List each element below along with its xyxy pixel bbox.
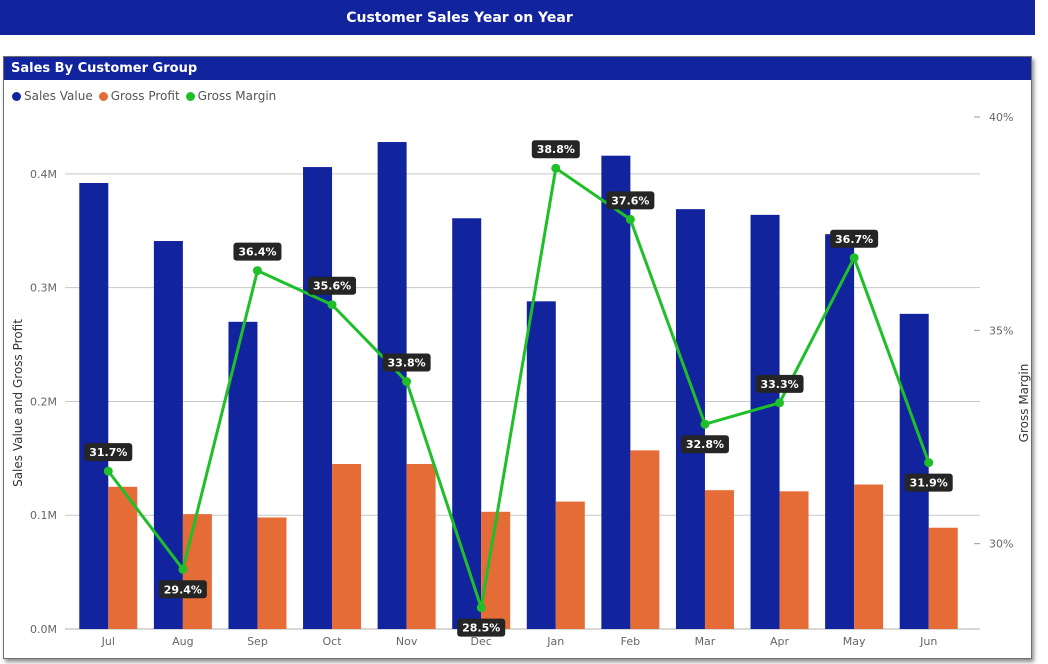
point-gross-margin-jun[interactable] (924, 458, 934, 468)
legend-marker-gross-profit (98, 91, 108, 101)
bar-gross-profit-jul[interactable] (108, 486, 138, 629)
point-gross-margin-apr[interactable] (775, 398, 785, 408)
x-axis-tick-label: Apr (770, 635, 790, 648)
point-gross-margin-oct[interactable] (327, 300, 337, 310)
bar-sales-value-jun[interactable] (899, 313, 929, 629)
data-label-gross-margin: 31.7% (89, 446, 127, 459)
data-label-bg-gross-margin (904, 473, 953, 492)
data-label-bg-gross-margin (531, 140, 580, 159)
x-axis-tick-label: Nov (396, 635, 418, 648)
bar-sales-value-may[interactable] (825, 234, 855, 630)
legend-label-sales-value: Sales Value (24, 89, 93, 103)
x-axis-tick-label: Sep (247, 635, 268, 648)
bar-gross-profit-aug[interactable] (182, 514, 212, 629)
data-label-bg-gross-margin (158, 580, 207, 599)
data-label-bg-gross-margin (680, 435, 729, 454)
bar-gross-profit-jun[interactable] (928, 527, 958, 629)
bar-sales-value-oct[interactable] (303, 167, 333, 629)
y2-axis-tick-label: 40% (989, 111, 1013, 124)
y2-axis-tick-label: 35% (989, 324, 1013, 337)
data-label-gross-margin: 36.7% (835, 233, 873, 246)
data-label-bg-gross-margin (84, 443, 133, 462)
data-label-bg-gross-margin (830, 229, 879, 248)
report-title-banner: Customer Sales Year on Year (0, 0, 1035, 35)
data-label-gross-margin: 31.9% (910, 477, 948, 490)
bar-gross-profit-sep[interactable] (257, 517, 287, 629)
data-label-bg-gross-margin (382, 353, 431, 372)
data-label-gross-margin: 29.4% (164, 583, 202, 596)
point-gross-margin-sep[interactable] (252, 266, 262, 276)
data-label-gross-margin: 33.8% (388, 357, 426, 370)
bar-gross-profit-mar[interactable] (704, 490, 734, 629)
bar-sales-value-nov[interactable] (377, 142, 407, 629)
y-axis-tick-label: 0.3M (30, 282, 57, 295)
x-axis-tick-label: Jan (546, 635, 564, 648)
legend-marker-sales-value (12, 91, 21, 101)
bar-sales-value-mar[interactable] (675, 209, 705, 629)
data-label-gross-margin: 37.6% (611, 194, 649, 207)
combo-chart: 0.0M 0.1M 0.2M 0.3M 0.4M 30% 35% 40% Sales Value… (11, 111, 1031, 648)
x-axis-tick-label: Dec (471, 635, 492, 648)
x-axis-tick-label: May (843, 635, 866, 648)
chart-panel: Sales By Customer Group Sales Value Gros… (3, 56, 1032, 659)
bar-gross-profit-oct[interactable] (332, 464, 362, 629)
y-axis-tick-label: 0.4M (30, 168, 57, 181)
legend-label-gross-profit: Gross Profit (110, 89, 180, 103)
data-label-bg-gross-margin (308, 276, 357, 295)
point-gross-margin-aug[interactable] (178, 564, 188, 574)
x-axis-tick-label: Aug (172, 635, 193, 648)
data-label-gross-margin: 33.3% (760, 378, 798, 391)
point-gross-margin-nov[interactable] (402, 377, 412, 387)
data-label-gross-margin: 35.6% (313, 280, 351, 293)
report-title: Customer Sales Year on Year (346, 9, 573, 26)
chart-legend: Sales Value Gross Profit Gross Margin (12, 88, 278, 104)
x-axis-tick-label: Feb (621, 635, 640, 648)
data-label-bg-gross-margin (606, 191, 655, 210)
data-label-bg-gross-margin (755, 374, 804, 393)
y2-axis-tick-label: 30% (989, 538, 1013, 551)
bar-sales-value-aug[interactable] (153, 241, 183, 630)
bar-gross-profit-apr[interactable] (779, 491, 809, 629)
data-label-bg-gross-margin (457, 618, 506, 637)
data-label-bg-gross-margin (233, 242, 282, 261)
y-axis-tick-label: 0.1M (30, 509, 57, 522)
x-axis-tick-label: Oct (323, 635, 343, 648)
x-axis-tick-label: Jun (919, 635, 937, 648)
data-label-gross-margin: 32.8% (686, 438, 724, 451)
bar-gross-profit-jan[interactable] (555, 501, 585, 629)
legend-label-gross-margin: Gross Margin (197, 89, 277, 103)
point-gross-margin-mar[interactable] (700, 419, 710, 429)
point-gross-margin-jan[interactable] (551, 163, 561, 173)
bar-gross-profit-may[interactable] (854, 484, 884, 629)
point-gross-margin-feb[interactable] (625, 214, 635, 224)
legend-item-sales-value[interactable]: Sales Value (12, 89, 93, 103)
bar-sales-value-apr[interactable] (750, 214, 780, 630)
data-label-gross-margin: 36.4% (238, 246, 276, 259)
bar-sales-value-feb[interactable] (601, 155, 631, 629)
data-label-gross-margin: 28.5% (462, 622, 500, 635)
bar-gross-profit-feb[interactable] (630, 450, 660, 629)
panel-title: Sales By Customer Group (4, 57, 1031, 80)
y-axis-tick-label: 0.0M (30, 623, 57, 636)
data-label-gross-margin: 38.8% (537, 143, 575, 156)
legend-marker-gross-margin (185, 91, 195, 101)
x-axis-tick-label: Mar (695, 635, 716, 648)
bar-sales-value-jul[interactable] (79, 182, 109, 629)
point-gross-margin-may[interactable] (849, 253, 859, 263)
y-axis-tick-label: 0.2M (30, 395, 57, 408)
legend-item-gross-profit[interactable]: Gross Profit (98, 89, 180, 103)
point-gross-margin-dec[interactable] (476, 603, 486, 613)
bar-gross-profit-nov[interactable] (406, 464, 436, 629)
point-gross-margin-jul[interactable] (103, 466, 113, 476)
y2-axis-title: Gross Margin (1017, 364, 1031, 443)
bar-sales-value-jan[interactable] (526, 301, 556, 629)
legend-item-gross-margin[interactable]: Gross Margin (185, 89, 277, 103)
x-axis-tick-label: Jul (101, 635, 115, 648)
y-axis-title: Sales Value and Gross Profit (11, 319, 25, 487)
